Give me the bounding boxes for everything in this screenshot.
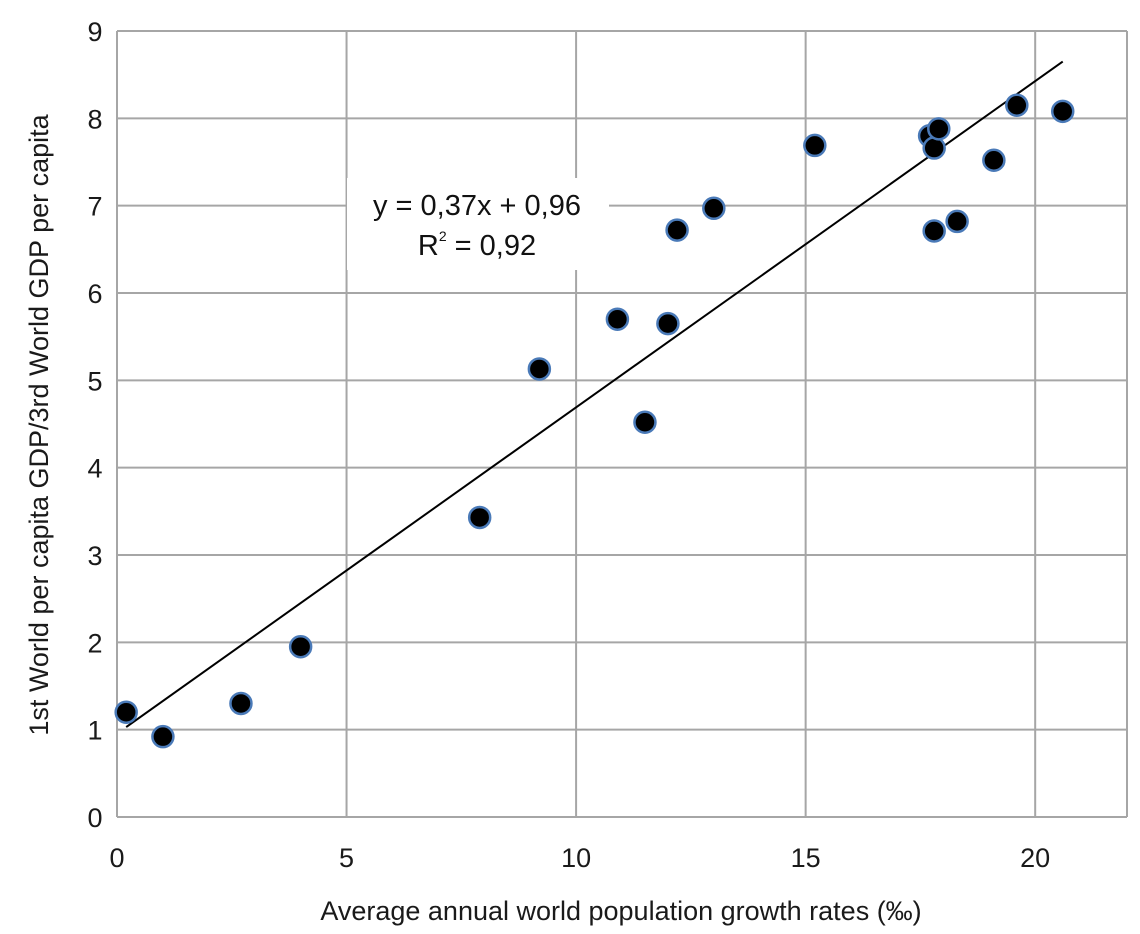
y-tick-label: 1 — [87, 716, 102, 746]
y-axis-title: 1st World per capita GDP/3rd World GDP p… — [24, 113, 54, 735]
x-tick-label: 0 — [109, 843, 124, 873]
r-squared-label: R2 = 0,92 — [418, 228, 536, 262]
x-tick-label: 15 — [791, 843, 821, 873]
tick-labels: 0 1 2 3 4 5 6 7 8 9 0 5 10 15 20 — [87, 17, 1050, 873]
data-point — [288, 634, 313, 659]
y-tick-label: 8 — [87, 104, 102, 134]
y-tick-label: 4 — [87, 454, 102, 484]
x-tick-label: 10 — [561, 843, 591, 873]
data-point — [1005, 93, 1029, 117]
y-tick-label: 6 — [87, 279, 102, 309]
y-tick-label: 0 — [87, 803, 102, 833]
y-tick-label: 7 — [87, 192, 102, 222]
data-point — [467, 505, 492, 530]
data-point — [1050, 99, 1075, 124]
data-point — [151, 724, 175, 749]
data-point — [114, 700, 138, 724]
x-tick-label: 5 — [339, 843, 354, 873]
data-point — [982, 148, 1006, 173]
data-point — [945, 209, 969, 234]
data-point — [656, 311, 680, 336]
data-point — [922, 219, 946, 243]
data-point — [665, 218, 689, 242]
r-squared-superscript: 2 — [439, 228, 447, 244]
trendline — [125, 60, 1064, 728]
x-axis-title: Average annual world population growth r… — [320, 896, 921, 926]
data-point — [633, 410, 657, 435]
grid-lines — [116, 30, 1128, 818]
data-point — [605, 307, 630, 331]
y-tick-label: 5 — [87, 366, 102, 396]
data-point — [927, 117, 951, 141]
data-point — [702, 196, 726, 221]
trendline-equation: y = 0,37x + 0,96 — [373, 190, 581, 222]
y-tick-label: 9 — [87, 17, 102, 47]
x-tick-label: 20 — [1020, 843, 1050, 873]
y-tick-label: 2 — [87, 628, 102, 658]
data-point — [527, 357, 552, 381]
data-point — [803, 133, 827, 158]
data-points — [114, 93, 1075, 749]
r-squared-symbol: R — [418, 230, 439, 262]
data-point — [229, 691, 253, 716]
y-tick-label: 3 — [87, 541, 102, 571]
data-point — [922, 136, 946, 160]
r-squared-value: = 0,92 — [455, 230, 536, 262]
equation-box: y = 0,37x + 0,96 R2 = 0,92 — [347, 178, 609, 270]
